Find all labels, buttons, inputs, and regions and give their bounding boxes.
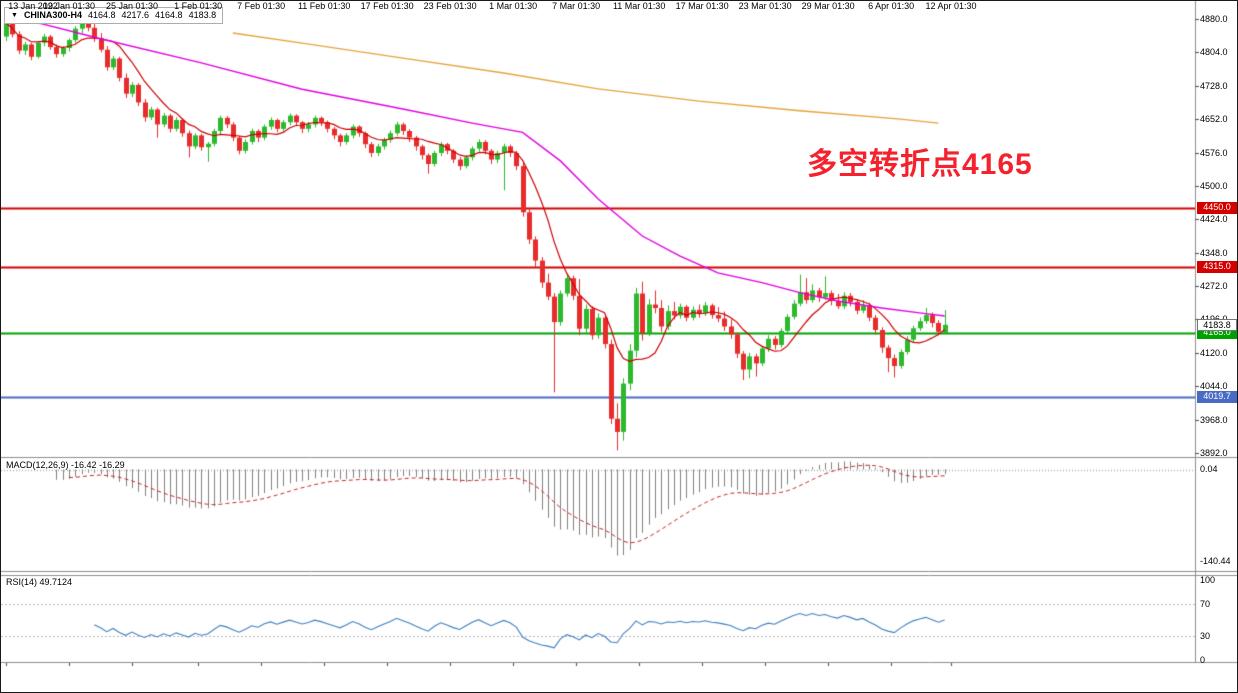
rsi-tick-label: 0 — [1200, 655, 1206, 665]
price-tick-label: 3968.0 — [1200, 414, 1228, 425]
price-tick-label: 3892.0 — [1200, 448, 1228, 458]
price-tick-label: 4348.0 — [1200, 247, 1228, 258]
hline-price-badge[interactable]: 4315.0 — [1197, 261, 1237, 274]
symbol-name: CHINA300-H4 — [23, 10, 82, 20]
time-tick-label: 11 Feb 01:30 — [297, 1, 351, 11]
time-tick-label: 25 Jan 01:30 — [105, 1, 159, 11]
time-tick-label: 23 Feb 01:30 — [423, 1, 477, 11]
time-tick-label: 1 Feb 01:30 — [174, 1, 223, 11]
time-tick-label: 7 Feb 01:30 — [237, 1, 286, 11]
symbol-info-box: ▼ CHINA300-H4 4164.8 4217.6 4164.8 4183.… — [4, 7, 224, 24]
time-tick-label: 17 Mar 01:30 — [675, 1, 729, 11]
price-tick-label: 4424.0 — [1200, 214, 1228, 225]
current-price-badge[interactable]: 4183.8 — [1197, 318, 1237, 331]
hline-price-badge[interactable]: 4019.7 — [1197, 390, 1237, 403]
annotation-text[interactable]: 多空转折点4165 — [807, 148, 1033, 181]
macd-signal-value: -16.29 — [99, 460, 125, 470]
price-tick-label: 4500.0 — [1200, 180, 1228, 191]
macd-tick-label: -140.44 — [1200, 555, 1231, 566]
time-tick-label: 12 Apr 01:30 — [925, 1, 977, 11]
macd-indicator-label: MACD(12,26,9) -16.42 -16.29 — [6, 460, 125, 470]
time-tick-label: 19 Jan 01:30 — [42, 1, 96, 11]
rsi-name: RSI(14) — [6, 577, 38, 587]
time-tick-label: 17 Feb 01:30 — [360, 1, 414, 11]
time-tick-label: 23 Mar 01:30 — [738, 1, 792, 11]
time-tick-label: 13 Jan 2022 — [8, 1, 58, 11]
price-tick-label: 4120.0 — [1200, 347, 1228, 358]
ohlc-close: 4183.8 — [188, 10, 217, 20]
rsi-tick-label: 70 — [1200, 599, 1211, 609]
ohlc-open: 4164.8 — [87, 10, 116, 20]
rsi-indicator-label: RSI(14) 49.7124 — [6, 577, 72, 587]
price-tick-label: 4728.0 — [1200, 80, 1228, 91]
time-tick-label: 6 Apr 01:30 — [868, 1, 915, 11]
price-tick-label: 4804.0 — [1200, 47, 1228, 58]
time-tick-label: 29 Mar 01:30 — [801, 1, 855, 11]
price-tick-label: 4272.0 — [1200, 281, 1228, 292]
price-tick-label: 4652.0 — [1200, 114, 1228, 125]
rsi-value: 49.7124 — [39, 577, 73, 587]
price-tick-label: 4880.0 — [1200, 14, 1228, 24]
price-tick-label: 4576.0 — [1200, 147, 1228, 158]
ohlc-high: 4217.6 — [121, 10, 150, 20]
time-tick-label: 1 Mar 01:30 — [489, 1, 538, 11]
rsi-tick-label: 100 — [1200, 575, 1216, 585]
macd-name: MACD(12,26,9) — [6, 460, 69, 470]
time-tick-label: 11 Mar 01:30 — [612, 1, 666, 11]
symbol-collapse-icon[interactable]: ▼ — [11, 12, 18, 19]
price-tick-label: 4044.0 — [1200, 381, 1228, 392]
hline-price-badge[interactable]: 4450.0 — [1197, 201, 1237, 214]
ohlc-low: 4164.8 — [155, 10, 183, 20]
time-tick-label: 7 Mar 01:30 — [552, 1, 601, 11]
macd-main-value: -16.42 — [71, 460, 97, 470]
macd-tick-label: 0.04 — [1200, 464, 1218, 475]
rsi-tick-label: 30 — [1200, 631, 1211, 641]
